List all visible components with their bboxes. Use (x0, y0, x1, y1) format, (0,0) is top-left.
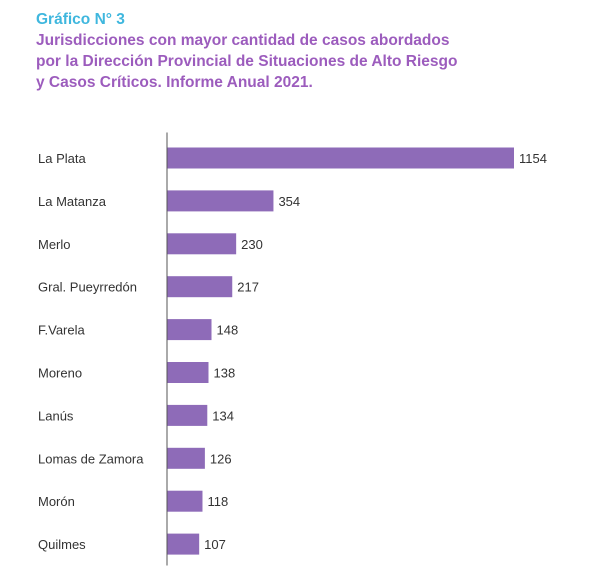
data-label: 217 (237, 280, 259, 295)
category-label: Merlo (38, 237, 71, 252)
data-label: 107 (204, 537, 226, 552)
data-label: 148 (217, 323, 239, 338)
bar (167, 147, 514, 169)
data-label: 354 (278, 194, 300, 209)
figure-number: Gráfico N° 3 (36, 11, 125, 28)
category-label: F.Varela (38, 323, 85, 338)
data-label: 230 (241, 237, 263, 252)
data-label: 126 (210, 451, 232, 466)
category-label: Morón (38, 494, 75, 509)
chart-title-line-1: Jurisdicciones con mayor cantidad de cas… (36, 32, 450, 49)
bar (167, 362, 209, 383)
chart-header: Gráfico N° 3 Jurisdicciones con mayor ca… (36, 9, 576, 93)
chart-title-line-2: por la Dirección Provincial de Situacion… (36, 53, 458, 70)
category-label: Lanús (38, 408, 74, 423)
category-label: Lomas de Zamora (38, 451, 144, 466)
data-label: 138 (213, 366, 235, 381)
data-label: 1154 (519, 151, 547, 166)
chart-title: Jurisdicciones con mayor cantidad de cas… (36, 30, 576, 93)
data-label: 118 (207, 494, 228, 509)
bar (167, 533, 200, 555)
data-label: 134 (212, 408, 234, 423)
category-label: La Matanza (38, 194, 107, 209)
bar (167, 319, 212, 341)
bar (167, 190, 274, 212)
category-label: Gral. Pueyrredón (38, 280, 137, 295)
bar (167, 447, 205, 469)
bar (167, 233, 237, 255)
bar (167, 490, 203, 512)
chart-title-line-3: y Casos Críticos. Informe Anual 2021. (36, 74, 313, 91)
bar (167, 404, 208, 426)
bar (167, 276, 233, 298)
category-label: Moreno (38, 366, 82, 381)
category-label: La Plata (38, 151, 86, 166)
category-label: Quilmes (38, 537, 86, 552)
